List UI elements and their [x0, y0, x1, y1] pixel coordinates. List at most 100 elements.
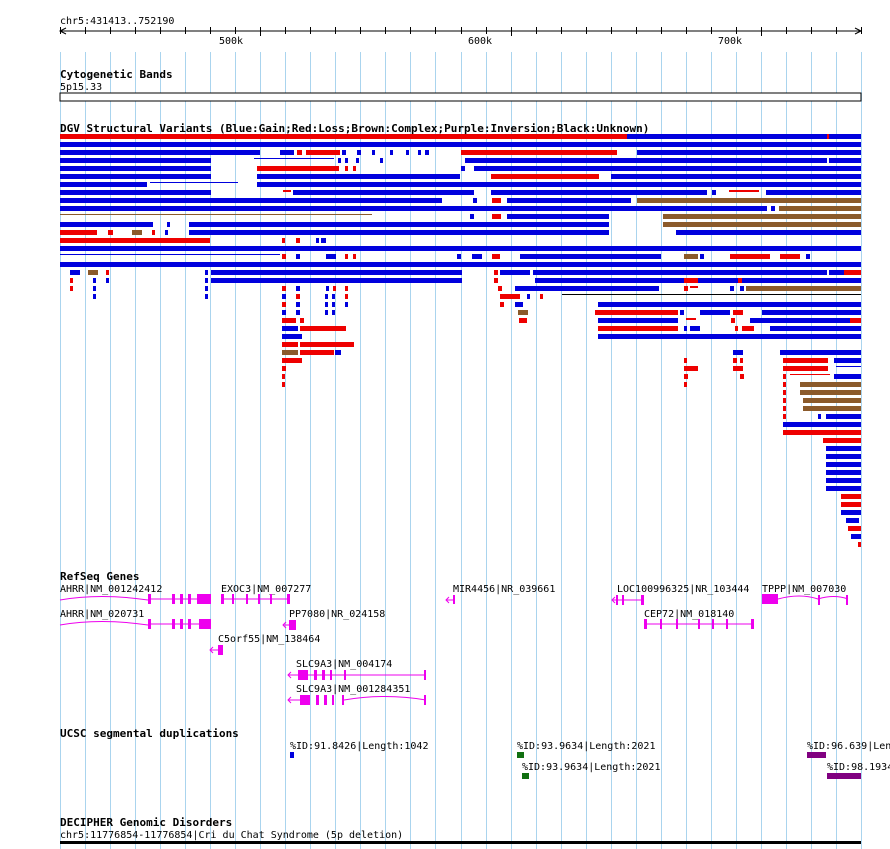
dgv-variant[interactable]	[515, 302, 523, 307]
dgv-variant[interactable]	[93, 286, 96, 291]
segdup-feature[interactable]: %ID:93.9634|Length:2021	[517, 741, 655, 758]
dgv-variant[interactable]	[356, 158, 359, 163]
dgv-variant[interactable]	[733, 310, 743, 315]
dgv-variant[interactable]	[282, 238, 285, 243]
dgv-variant[interactable]	[282, 342, 298, 347]
gene-c5orf55[interactable]: C5orf55|NM_138464	[209, 634, 320, 655]
dgv-variant[interactable]	[690, 286, 698, 288]
dgv-variant[interactable]	[733, 358, 737, 363]
segdup-bar[interactable]	[517, 752, 524, 758]
dgv-variant[interactable]	[152, 230, 155, 235]
cytoband-bar[interactable]	[59, 92, 862, 102]
dgv-variant[interactable]	[60, 158, 211, 163]
gene-ahrr-1[interactable]: AHRR|NM_001242412	[59, 584, 211, 604]
decipher-feature-bar[interactable]	[60, 841, 861, 844]
dgv-variant[interactable]	[282, 350, 298, 355]
dgv-variant[interactable]	[297, 150, 302, 155]
refseq-track[interactable]: RefSeq Genes AHRR|NM_001242412 EXOC3|NM_…	[59, 570, 849, 705]
dgv-variant[interactable]	[818, 414, 821, 419]
dgv-variant[interactable]	[712, 190, 716, 195]
segdup-feature[interactable]: %ID:93.9634|Length:2021	[522, 762, 660, 779]
dgv-variant[interactable]	[60, 262, 861, 267]
dgv-variant[interactable]	[790, 374, 830, 375]
dgv-variant[interactable]	[296, 254, 300, 259]
dgv-variant[interactable]	[846, 518, 859, 523]
dgv-variant[interactable]	[783, 390, 786, 395]
dgv-variant[interactable]	[345, 254, 348, 259]
dgv-variant[interactable]	[280, 150, 294, 155]
dgv-variant[interactable]	[851, 534, 861, 539]
dgv-variant[interactable]	[106, 278, 109, 283]
dgv-variant[interactable]	[684, 286, 688, 291]
segdup-feature[interactable]: %ID:96.639|Length:	[807, 741, 890, 758]
dgv-variant[interactable]	[306, 150, 340, 155]
dgv-variant[interactable]	[783, 382, 786, 387]
dgv-variant[interactable]	[826, 462, 861, 467]
dgv-variant[interactable]	[858, 542, 861, 547]
dgv-variant[interactable]	[826, 486, 861, 491]
cytoband-track[interactable]: Cytogenetic Bands 5p15.33	[59, 68, 862, 102]
dgv-variant[interactable]	[684, 366, 698, 371]
dgv-variant[interactable]	[834, 374, 861, 379]
dgv-variant[interactable]	[316, 238, 319, 243]
dgv-variant[interactable]	[500, 302, 504, 307]
dgv-variant[interactable]	[205, 286, 208, 291]
dgv-variant[interactable]	[680, 310, 684, 315]
dgv-variant[interactable]	[494, 278, 498, 283]
dgv-variant[interactable]	[520, 254, 661, 259]
dgv-variant[interactable]	[515, 286, 659, 291]
dgv-variant[interactable]	[60, 222, 153, 227]
dgv-variant[interactable]	[841, 502, 861, 507]
dgv-variant[interactable]	[461, 150, 617, 155]
dgv-variant[interactable]	[473, 198, 477, 203]
dgv-variant[interactable]	[465, 158, 827, 163]
dgv-variant[interactable]	[93, 278, 96, 283]
dgv-variant[interactable]	[60, 182, 147, 187]
dgv-variant[interactable]	[60, 134, 861, 139]
dgv-variant[interactable]	[770, 326, 861, 331]
dgv-variant[interactable]	[803, 398, 861, 403]
dgv-variant[interactable]	[500, 294, 520, 299]
dgv-variant[interactable]	[783, 406, 786, 411]
gene-pp7080[interactable]: PP7080|NR_024158	[282, 609, 385, 630]
dgv-variant[interactable]	[345, 294, 348, 299]
dgv-variant[interactable]	[60, 206, 767, 211]
dgv-variant[interactable]	[60, 238, 210, 243]
dgv-variant[interactable]	[165, 230, 168, 235]
dgv-variant[interactable]	[735, 326, 738, 331]
dgv-variant[interactable]	[300, 350, 334, 355]
dgv-variant[interactable]	[598, 334, 861, 339]
dgv-variant[interactable]	[282, 254, 286, 259]
dgv-variant[interactable]	[492, 198, 501, 203]
dgv-variant[interactable]	[205, 278, 208, 283]
dgv-variant[interactable]	[684, 382, 687, 387]
dgv-variant[interactable]	[829, 134, 861, 139]
dgv-variant[interactable]	[806, 254, 810, 259]
dgv-variant[interactable]	[282, 310, 286, 315]
dgv-variant[interactable]	[684, 326, 687, 331]
dgv-variant[interactable]	[684, 358, 687, 363]
dgv-variant[interactable]	[826, 478, 861, 483]
dgv-variant[interactable]	[733, 350, 743, 355]
dgv-variant[interactable]	[106, 270, 109, 275]
dgv-variant[interactable]	[762, 310, 861, 315]
dgv-variant[interactable]	[500, 270, 530, 275]
dgv-variant[interactable]	[205, 270, 208, 275]
dgv-variant[interactable]	[598, 302, 861, 307]
segdup-bar[interactable]	[290, 752, 294, 758]
dgv-variant[interactable]	[730, 278, 734, 283]
dgv-variant[interactable]	[627, 134, 827, 139]
dgv-variant[interactable]	[457, 254, 461, 259]
dgv-variant[interactable]	[345, 286, 348, 291]
dgv-variant[interactable]	[70, 286, 73, 291]
dgv-variant[interactable]	[345, 166, 348, 171]
dgv-variant[interactable]	[282, 374, 285, 379]
dgv-variant[interactable]	[283, 190, 291, 192]
dgv-variant[interactable]	[836, 366, 861, 367]
dgv-variant[interactable]	[684, 254, 698, 259]
dgv-variant[interactable]	[390, 150, 393, 155]
dgv-variant[interactable]	[595, 310, 599, 315]
dgv-variant[interactable]	[470, 214, 474, 219]
dgv-features[interactable]	[60, 134, 861, 547]
gene-loc100996325[interactable]: LOC100996325|NR_103444	[611, 584, 749, 605]
